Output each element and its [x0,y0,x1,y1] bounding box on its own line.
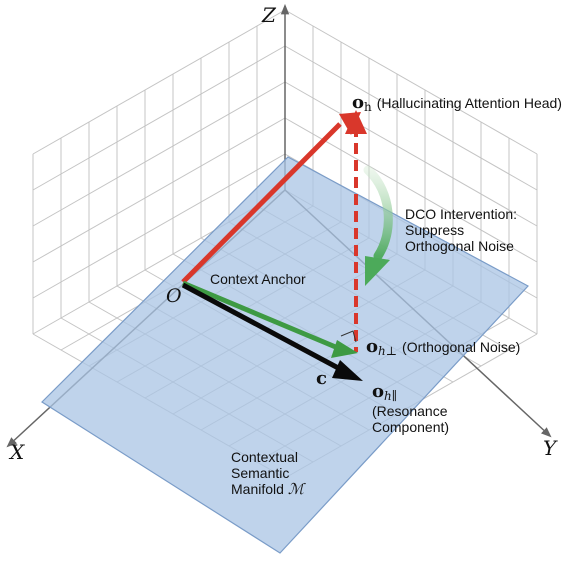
oh-description: (Hallucinating Attention Head) [377,95,562,111]
dco-label-line2: Suppress [405,222,464,238]
ortho-description: (Orthogonal Noise) [402,339,520,355]
dco-curved-arrow [363,165,393,286]
manifold-word: Manifold [231,481,284,497]
dco-label-line1: DCO Intervention: [405,206,517,222]
c-label: c [316,368,327,389]
ortho-subscript: h⊥ [378,344,397,358]
manifold-symbol: ℳ [288,480,306,498]
z-axis-label: Z [261,3,277,27]
x-axis-label: X [8,440,25,464]
res-symbol: o [372,381,384,402]
semantic-manifold-plane [41,156,529,554]
origin-label: O [166,285,182,307]
context-anchor-label: Context Anchor [210,271,306,287]
res-subscript: h∥ [384,389,397,403]
left-grid-wall [32,9,286,334]
res-label: oh∥ [372,381,397,403]
ortho-label: oh⊥ (Orthogonal Noise) [366,336,520,358]
res-description-line1: (Resonance [372,403,448,419]
manifold-label-line3: Manifold ℳ [231,480,306,498]
manifold-label-line2: Semantic [231,465,289,481]
ortho-symbol: o [366,336,378,357]
dco-label-line3: Orthogonal Noise [405,238,514,254]
manifold-label-line1: Contextual [231,449,298,465]
oh-label: oh (Hallucinating Attention Head) [352,92,562,114]
res-description-line2: Component) [372,419,449,435]
right-angle-marker [340,330,357,343]
c-vector [181,282,363,381]
projection-vector [182,280,358,358]
oh-symbol: o [352,92,364,113]
oh-subscript: h [364,100,372,114]
y-axis-label: Y [543,436,558,460]
oh-perp-arrowhead [345,110,367,134]
